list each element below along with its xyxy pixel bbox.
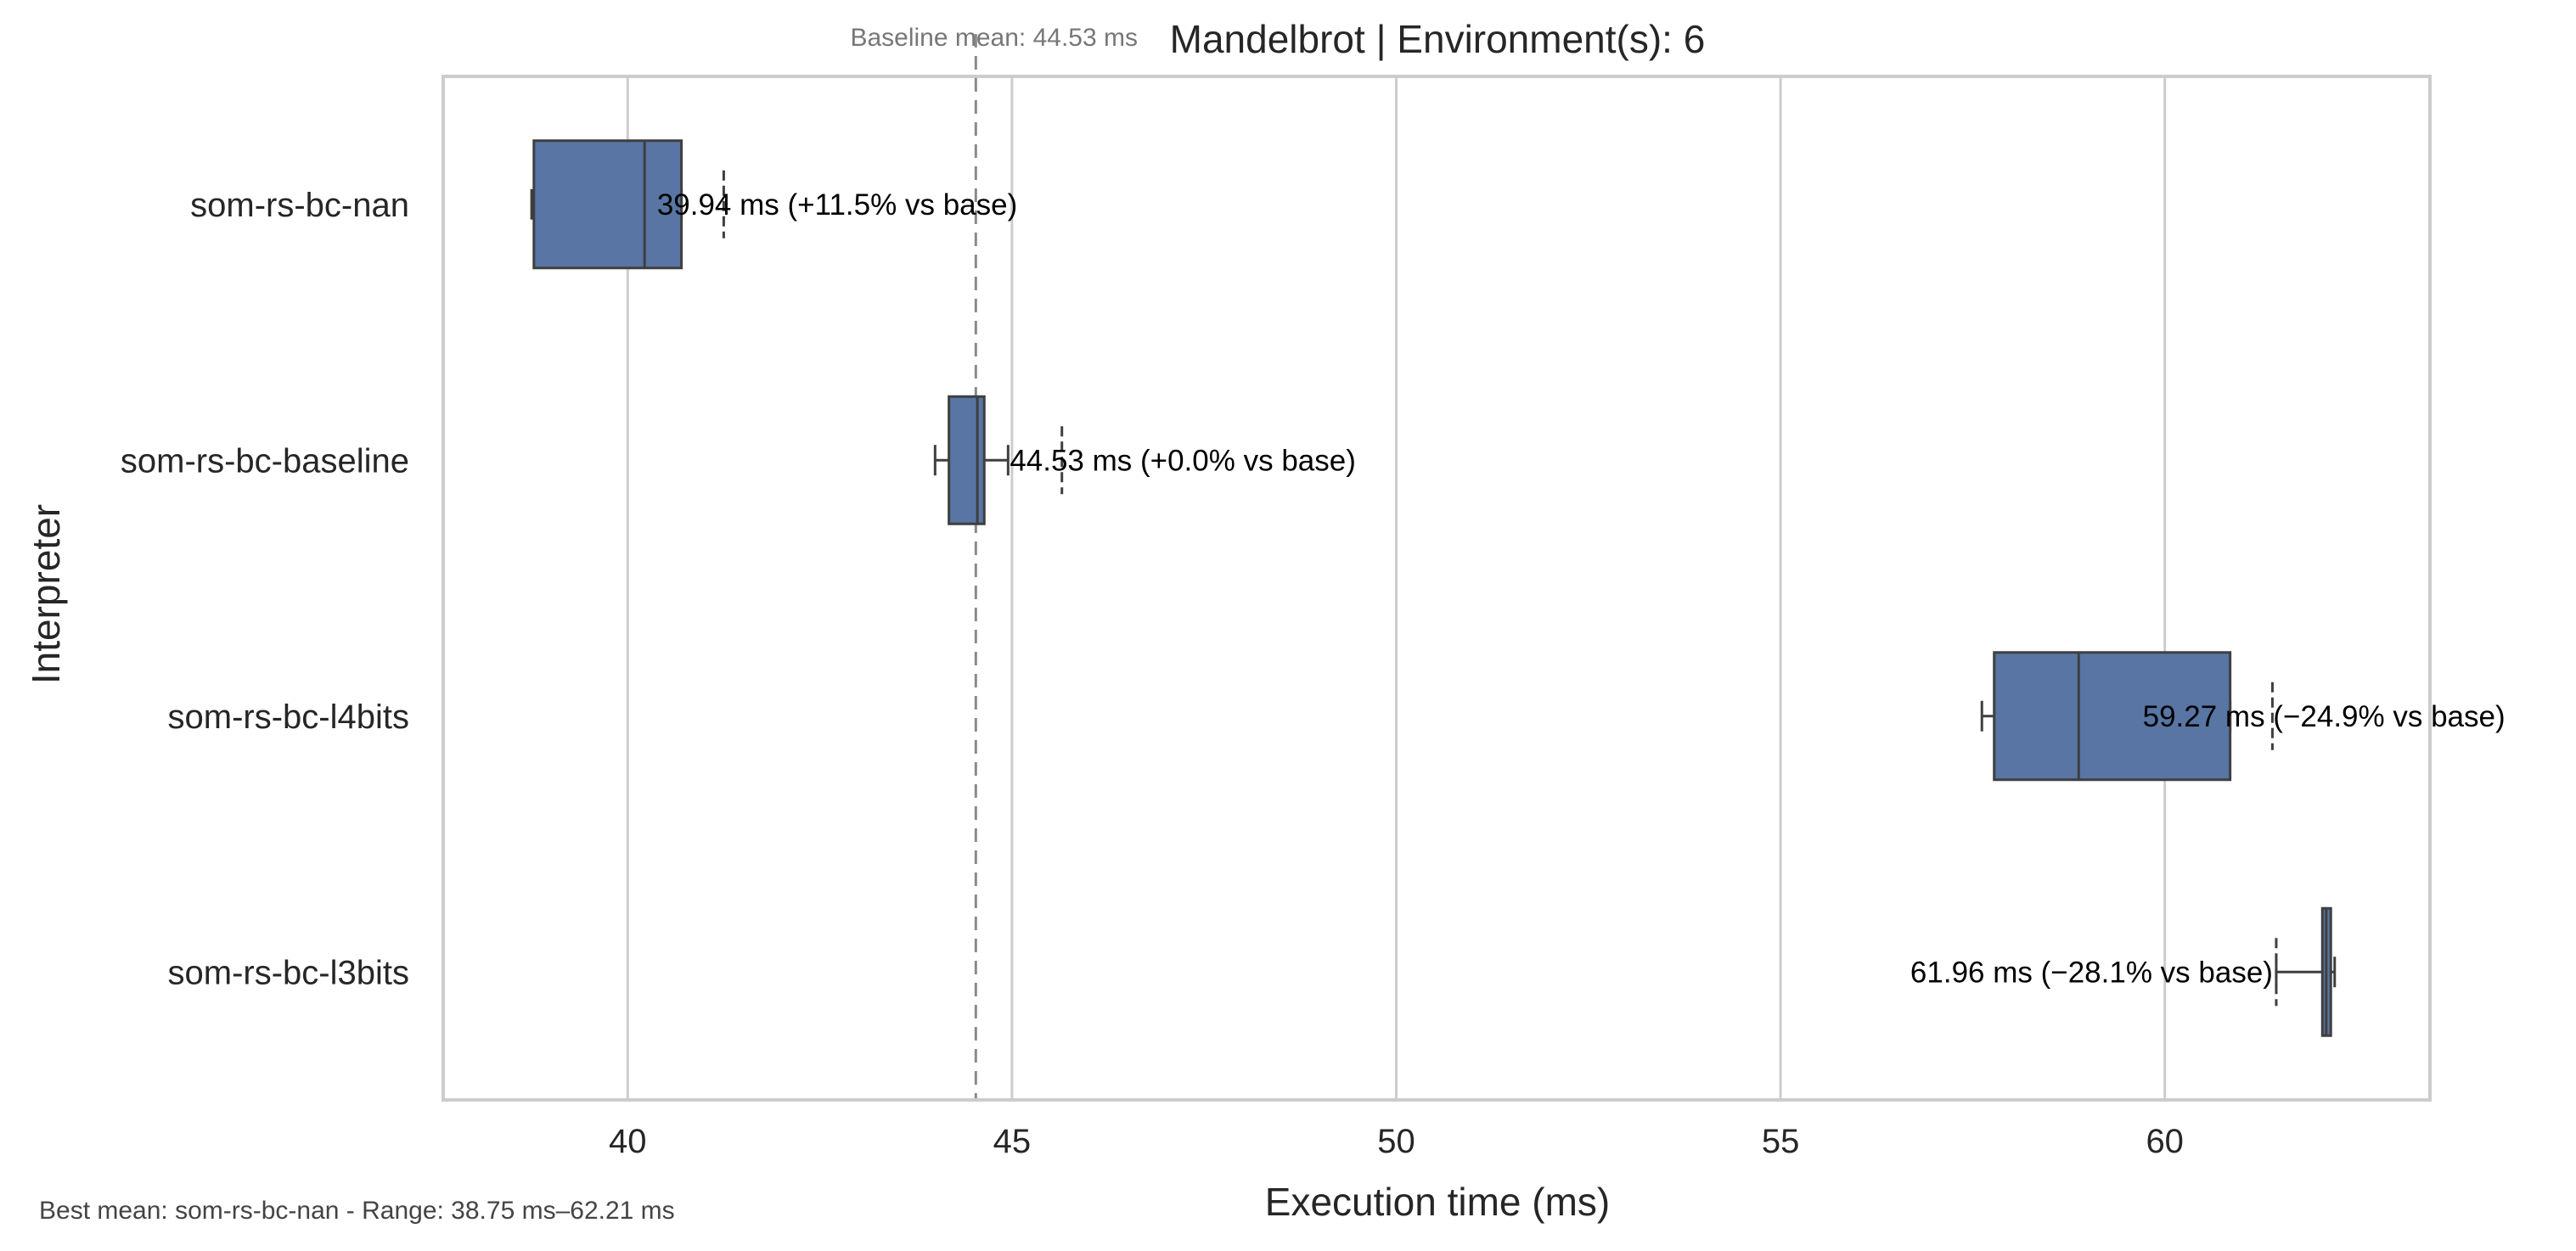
y-tick-label: som-rs-bc-l4bits bbox=[168, 698, 409, 736]
x-tick-label: 60 bbox=[2146, 1123, 2184, 1160]
box-som-rs-bc-baseline bbox=[948, 395, 986, 525]
footer-note: Best mean: som-rs-bc-nan - Range: 38.75 … bbox=[39, 1197, 675, 1225]
mean-annotation: 39.94 ms (+11.5% vs base) bbox=[657, 188, 1017, 222]
x-tick-label: 55 bbox=[1762, 1123, 1800, 1160]
y-axis-label: Interpreter bbox=[24, 504, 68, 684]
chart-title: Mandelbrot | Environment(s): 6 bbox=[1170, 17, 1706, 61]
mean-annotation: 61.96 ms (−28.1% vs base) bbox=[1910, 956, 2273, 989]
x-tick-label: 45 bbox=[993, 1123, 1032, 1160]
axis-layer: 40 45 50 55 60 som-rs-bc-nan som-rs-bc-baselin… bbox=[121, 187, 2184, 1160]
box-som-rs-bc-l4bits bbox=[1993, 651, 2232, 782]
label-layer: 39.94 ms (+11.5% vs base) 44.53 ms (+0.0%… bbox=[657, 188, 2506, 990]
baseline-mean-note: Baseline mean: 44.53 ms bbox=[850, 24, 1138, 52]
x-tick-label: 40 bbox=[609, 1123, 647, 1160]
box-layer bbox=[530, 139, 2337, 1037]
plot-frame bbox=[442, 75, 2432, 1102]
mean-annotation: 59.27 ms (−24.9% vs base) bbox=[2143, 700, 2506, 733]
x-tick-label: 50 bbox=[1377, 1123, 1415, 1160]
grid-layer bbox=[626, 76, 2167, 1100]
y-tick-label: som-rs-bc-l3bits bbox=[168, 954, 409, 991]
y-tick-label: som-rs-bc-nan bbox=[190, 187, 409, 224]
mean-annotation: 44.53 ms (+0.0% vs base) bbox=[1010, 444, 1356, 477]
box-som-rs-bc-nan bbox=[532, 139, 683, 270]
y-tick-label: som-rs-bc-baseline bbox=[121, 442, 409, 480]
x-axis-label: Execution time (ms) bbox=[1265, 1180, 1610, 1224]
